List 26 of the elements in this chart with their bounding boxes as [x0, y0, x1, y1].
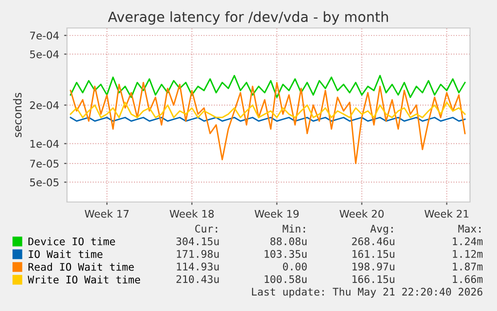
line-series [70, 82, 466, 164]
y-tick-label: 2e-04 [30, 101, 59, 110]
text: Cur: Min: Avg: Max: [195, 224, 481, 235]
y-tick-label: 5e-05 [30, 178, 58, 186]
x-tick-label: Week 17 [84, 210, 129, 218]
x-tick-label: Week 19 [254, 210, 299, 218]
chart-title: Average latency for /dev/vda - by month [108, 11, 388, 25]
text: 114.93u 0.00 198.97u 1.87m [176, 262, 483, 270]
x-tick-label: Week 20 [340, 210, 384, 218]
text: 304.15u 88.08u 268.46u 1.24m [176, 237, 483, 246]
legend-label: Write IO Wait time [28, 275, 140, 284]
y-axis-title: seconds [13, 92, 22, 138]
y-tick-label: 7e-05 [30, 160, 58, 168]
line-series [70, 74, 466, 98]
text: Last update: Thu May 21 22:20:40 2026 [252, 288, 482, 298]
y-tick-label: 1e-04 [30, 140, 59, 148]
x-tick-label: Week 21 [424, 210, 468, 218]
y-tick-label: 5e-04 [30, 50, 59, 58]
text: 171.98u 103.35u 161.15u 1.12m [176, 250, 483, 258]
legend-label: Device IO time [28, 237, 115, 246]
legend-label: IO Wait time [28, 250, 102, 258]
line-series [70, 102, 466, 118]
x-tick-label: Week 18 [170, 210, 214, 218]
text: 210.43u 100.58u 166.15u 1.66m [176, 275, 483, 284]
legend-label: Read IO Wait time [28, 262, 134, 271]
y-tick-label: 7e-04 [30, 32, 59, 40]
